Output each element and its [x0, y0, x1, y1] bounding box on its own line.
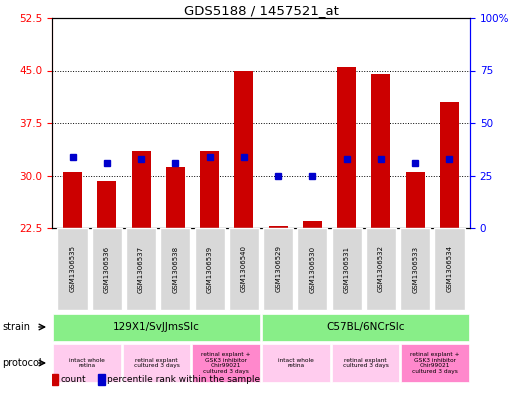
Bar — [97, 181, 116, 228]
Bar — [132, 151, 150, 228]
Text: GSM1306536: GSM1306536 — [104, 246, 110, 292]
Text: GSM1306535: GSM1306535 — [70, 246, 75, 292]
Text: C57BL/6NCrSlc: C57BL/6NCrSlc — [326, 322, 405, 332]
Bar — [53, 344, 121, 382]
Text: GSM1306534: GSM1306534 — [446, 246, 452, 292]
Bar — [98, 374, 105, 385]
Bar — [337, 67, 356, 228]
Bar — [234, 70, 253, 228]
Text: GSM1306531: GSM1306531 — [344, 246, 350, 292]
Bar — [160, 228, 190, 310]
Bar — [400, 228, 430, 310]
Bar — [166, 167, 185, 228]
Text: intact whole
retina: intact whole retina — [69, 358, 105, 368]
Bar — [262, 314, 469, 340]
Bar — [57, 228, 88, 310]
Text: GSM1306529: GSM1306529 — [275, 246, 281, 292]
Text: GSM1306530: GSM1306530 — [309, 246, 315, 292]
Text: GSM1306540: GSM1306540 — [241, 246, 247, 292]
Text: intact whole
retina: intact whole retina — [278, 358, 314, 368]
Bar — [366, 228, 396, 310]
Text: GSM1306538: GSM1306538 — [172, 246, 179, 292]
Text: 129X1/SvJJmsSlc: 129X1/SvJJmsSlc — [113, 322, 200, 332]
Bar — [229, 228, 259, 310]
Bar — [123, 344, 190, 382]
Text: retinal explant
cultured 3 days: retinal explant cultured 3 days — [343, 358, 388, 368]
Text: percentile rank within the sample: percentile rank within the sample — [107, 375, 260, 384]
Bar — [52, 374, 58, 385]
Text: protocol: protocol — [2, 358, 42, 368]
Text: GSM1306539: GSM1306539 — [207, 246, 212, 292]
Bar — [126, 228, 156, 310]
Bar — [371, 74, 390, 228]
Bar — [192, 344, 260, 382]
Text: GSM1306532: GSM1306532 — [378, 246, 384, 292]
Bar — [92, 228, 122, 310]
Text: GSM1306537: GSM1306537 — [138, 246, 144, 292]
Text: retinal explant +
GSK3 inhibitor
Chir99021
cultured 3 days: retinal explant + GSK3 inhibitor Chir990… — [202, 352, 251, 374]
Bar — [331, 228, 362, 310]
Bar — [269, 226, 288, 228]
Bar — [435, 228, 464, 310]
Bar — [303, 221, 322, 228]
Bar — [401, 344, 469, 382]
Bar — [298, 228, 327, 310]
Title: GDS5188 / 1457521_at: GDS5188 / 1457521_at — [184, 4, 339, 17]
Bar — [406, 172, 425, 228]
Text: count: count — [61, 375, 87, 384]
Bar — [440, 102, 459, 228]
Bar — [262, 344, 330, 382]
Text: strain: strain — [2, 322, 30, 332]
Bar — [63, 172, 82, 228]
Text: GSM1306533: GSM1306533 — [412, 246, 418, 292]
Bar — [263, 228, 293, 310]
Bar — [200, 151, 219, 228]
Bar — [53, 314, 260, 340]
Bar — [332, 344, 399, 382]
Text: retinal explant +
GSK3 inhibitor
Chir99021
cultured 3 days: retinal explant + GSK3 inhibitor Chir990… — [410, 352, 460, 374]
Bar — [194, 228, 225, 310]
Text: retinal explant
cultured 3 days: retinal explant cultured 3 days — [133, 358, 180, 368]
